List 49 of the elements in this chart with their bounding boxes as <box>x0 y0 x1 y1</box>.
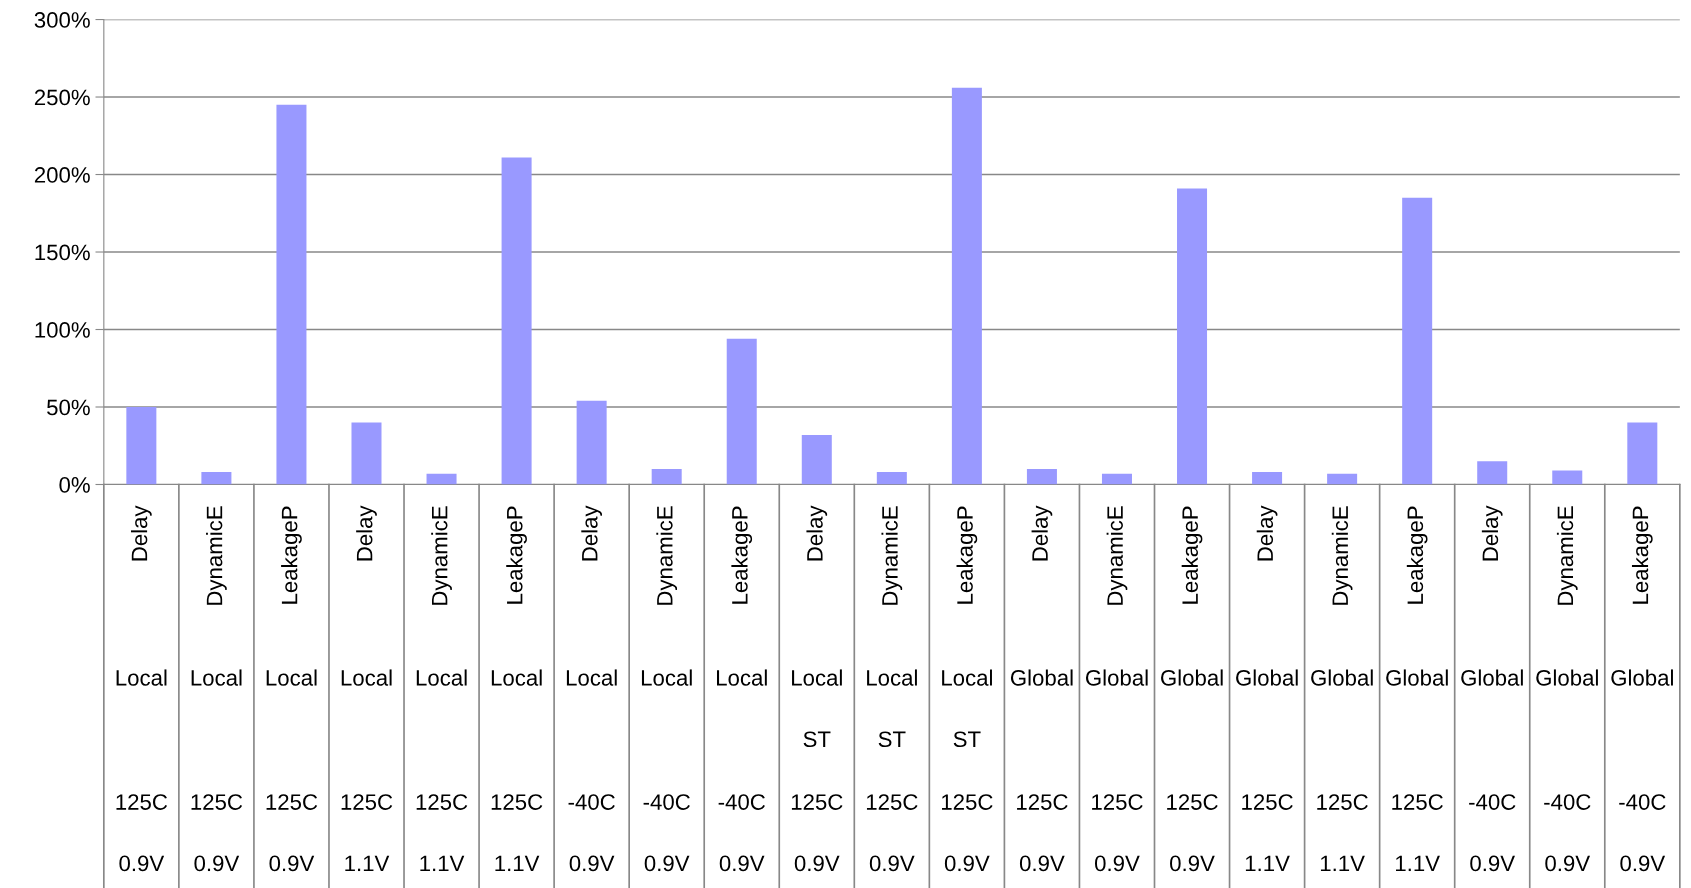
y-tick-label: 250% <box>34 89 90 106</box>
category-label: LeakageP Global 125C 0.9V <box>1161 506 1223 872</box>
bar <box>801 434 832 485</box>
bar <box>201 472 232 485</box>
bar <box>1252 472 1283 485</box>
bar <box>1402 197 1433 485</box>
category-label: Delay Local -40C 0.9V <box>566 505 617 872</box>
category-label: Delay Local 125C 1.1V <box>341 505 393 872</box>
category-label: DynamicE Local 125C 0.9V <box>191 506 243 872</box>
category-label: LeakageP Global -40C 0.9V <box>1611 506 1673 872</box>
bar <box>1177 188 1208 485</box>
y-tick-label: 100% <box>35 322 90 338</box>
category-label: DynamicE Global 125C 0.9V <box>1085 506 1148 872</box>
y-tick-label: 50% <box>47 399 90 416</box>
bar <box>1552 470 1583 485</box>
category-label: DynamicE Global -40C 0.9V <box>1536 506 1598 872</box>
bar <box>276 104 307 485</box>
category-label: LeakageP Local ST 125C 0.9V <box>942 506 993 872</box>
bar <box>1101 473 1132 485</box>
category-label: DynamicE Local 125C 1.1V <box>416 506 468 872</box>
bar <box>351 422 382 485</box>
category-label: Delay Global -40C 0.9V <box>1461 505 1523 872</box>
bar <box>1026 468 1057 485</box>
bar <box>501 157 532 485</box>
y-tick-label: 300% <box>34 12 90 28</box>
category-label: LeakageP Local 125C 0.9V <box>266 506 318 872</box>
y-tick-label: 200% <box>34 167 90 183</box>
bar <box>576 400 607 485</box>
category-label: DynamicE Local ST 125C 0.9V <box>866 506 918 872</box>
category-label: Delay Global 125C 1.1V <box>1236 505 1298 872</box>
category-label: LeakageP Global 125C 1.1V <box>1386 506 1448 872</box>
category-label: DynamicE Local -40C 0.9V <box>641 506 692 872</box>
bar <box>1477 461 1508 485</box>
category-label: Delay Global 125C 0.9V <box>1010 505 1073 872</box>
bar <box>1327 473 1358 485</box>
category-label: Delay Local ST 125C 0.9V <box>791 505 843 872</box>
category-label: DynamicE Global 125C 1.1V <box>1311 506 1373 872</box>
bar <box>426 473 457 485</box>
bar <box>651 468 682 485</box>
y-tick-label: 0% <box>59 477 90 493</box>
category-label: Delay Local 125C 0.9V <box>116 505 168 872</box>
category-label: LeakageP Local 125C 1.1V <box>491 506 543 872</box>
bar <box>726 338 757 485</box>
bar <box>951 87 982 485</box>
bar <box>876 472 907 485</box>
bar <box>1627 422 1658 485</box>
y-tick-label: 150% <box>35 244 90 261</box>
bar <box>126 407 157 485</box>
category-label: LeakageP Local -40C 0.9V <box>717 506 767 872</box>
